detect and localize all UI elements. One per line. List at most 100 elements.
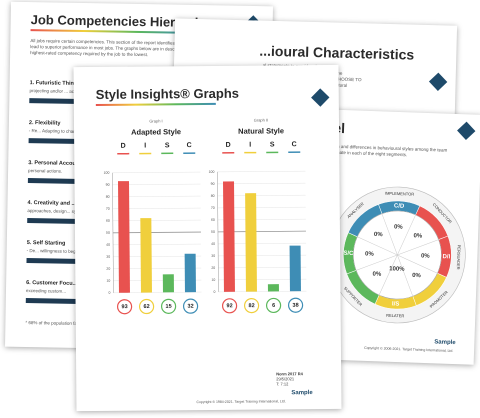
logo xyxy=(428,72,448,91)
item-desc: - De... willingness to begin xyxy=(26,248,80,254)
quadrant-letter: I/S xyxy=(392,301,400,307)
wheel-divider xyxy=(357,236,398,256)
y-tick-label: 10 xyxy=(106,279,110,283)
bar xyxy=(245,193,257,292)
y-tick-label: 60 xyxy=(211,218,215,222)
wheel-divider xyxy=(378,254,398,296)
y-tick-label: 50 xyxy=(106,231,110,235)
sample: Sample xyxy=(434,339,456,347)
item-desc: exceeding custom... xyxy=(25,288,67,294)
value-circle xyxy=(160,298,177,314)
value-label: 82 xyxy=(249,303,255,309)
wheel-divider xyxy=(397,239,439,256)
letter: I xyxy=(144,143,146,150)
y-tick-label: 20 xyxy=(211,266,215,270)
letter: S xyxy=(165,142,170,149)
value-circle xyxy=(287,297,304,313)
value-circle xyxy=(265,297,282,314)
value-circle xyxy=(243,298,260,314)
value-label: 62 xyxy=(144,304,150,310)
y-tick-label: 100 xyxy=(104,171,110,175)
wheel-divider xyxy=(397,214,416,256)
page-title: Style Insights® Graphs xyxy=(95,85,240,102)
y-tick-label: 90 xyxy=(106,183,110,187)
page-title: ...ioural Characteristics xyxy=(259,42,415,63)
logo xyxy=(311,88,330,107)
y-tick-label: 70 xyxy=(106,207,110,211)
wheel-page: ...el ...ation and differences in behavi… xyxy=(313,109,480,365)
y-tick-label: 100 xyxy=(209,170,215,174)
item-title: 3. Personal Accou... xyxy=(28,160,81,167)
cell-value: 0% xyxy=(413,233,423,239)
wheel: IMPLEMENTORCONDUCTORPERSUADERPROMOTERREL… xyxy=(329,186,466,324)
item-title: 4. Creativity and ... xyxy=(27,200,77,207)
bar xyxy=(162,274,174,293)
copyright: Copyright © 2006-2021. Target Training I… xyxy=(364,345,454,353)
y-tick-label: 40 xyxy=(106,243,110,247)
bar xyxy=(184,253,196,293)
item-title: 5. Self Starting xyxy=(26,240,66,247)
value-label: 93 xyxy=(122,304,128,310)
cell-value: 0% xyxy=(394,224,404,230)
cell-value: 0% xyxy=(421,253,431,259)
logo xyxy=(457,121,476,141)
quadrant-letter: C/D xyxy=(394,203,405,209)
cell-value: 0% xyxy=(374,232,384,238)
bar xyxy=(289,245,301,292)
y-tick-label: 40 xyxy=(211,242,215,246)
y-tick-label: 10 xyxy=(211,278,215,282)
quadrant-letter: D/I xyxy=(442,254,450,260)
letter: C xyxy=(292,141,297,148)
letter: C xyxy=(187,142,192,149)
graph-label: Graph II xyxy=(254,117,268,122)
segment-label: IMPLEMENTOR xyxy=(385,191,415,197)
y-tick-label: 20 xyxy=(106,267,110,271)
value-label: 92 xyxy=(227,303,233,309)
value-label: 15 xyxy=(166,304,172,310)
segment-label: PERSUADER xyxy=(456,245,462,270)
bar xyxy=(267,284,279,292)
footnote: * 68% of the population fall... xyxy=(25,320,83,327)
segment-label: RELATER xyxy=(386,313,404,319)
graph-label: Graph I xyxy=(149,118,162,123)
value-circle xyxy=(221,298,238,314)
item-title: 2. Flexibility xyxy=(28,120,61,127)
wheel-divider xyxy=(381,213,398,256)
letter: S xyxy=(270,141,275,148)
title-underline xyxy=(30,29,191,34)
bar xyxy=(223,181,235,292)
graph-name: Adapted Style xyxy=(131,127,181,136)
y-tick-label: 80 xyxy=(106,195,110,199)
y-tick-label: 90 xyxy=(211,182,215,186)
cell-value: 0% xyxy=(412,273,422,279)
graphs-page: Style Insights® Graphs Graph I Adapted St… xyxy=(73,64,342,412)
bar xyxy=(118,181,130,293)
value-label: 32 xyxy=(188,304,194,310)
value-circle xyxy=(138,298,155,315)
quadrant-letter: S/C xyxy=(343,251,354,257)
value-circle xyxy=(182,298,199,314)
y-tick-label: 0 xyxy=(213,290,215,294)
y-tick-label: 0 xyxy=(109,291,111,295)
cell-value: 0% xyxy=(372,272,382,278)
cell-value: 100% xyxy=(389,266,405,273)
y-tick-label: 30 xyxy=(106,255,110,259)
wheel-divider xyxy=(356,254,398,271)
grid-line xyxy=(112,171,201,174)
wheel-divider xyxy=(397,254,414,297)
cell-value: 0% xyxy=(365,251,375,257)
item-title: 6. Customer Focu... xyxy=(26,280,78,287)
value-label: 6 xyxy=(272,303,275,309)
item-desc: personal actions. xyxy=(28,168,63,174)
letter: D xyxy=(121,143,126,150)
time: T: 7:12 xyxy=(276,381,289,387)
grid-line xyxy=(217,170,306,173)
y-tick-label: 60 xyxy=(106,219,110,223)
y-tick-label: 30 xyxy=(211,254,215,258)
y-tick-label: 50 xyxy=(211,230,215,234)
y-tick-label: 80 xyxy=(211,194,215,198)
value-circle xyxy=(116,299,133,315)
y-tick-label: 70 xyxy=(211,206,215,210)
